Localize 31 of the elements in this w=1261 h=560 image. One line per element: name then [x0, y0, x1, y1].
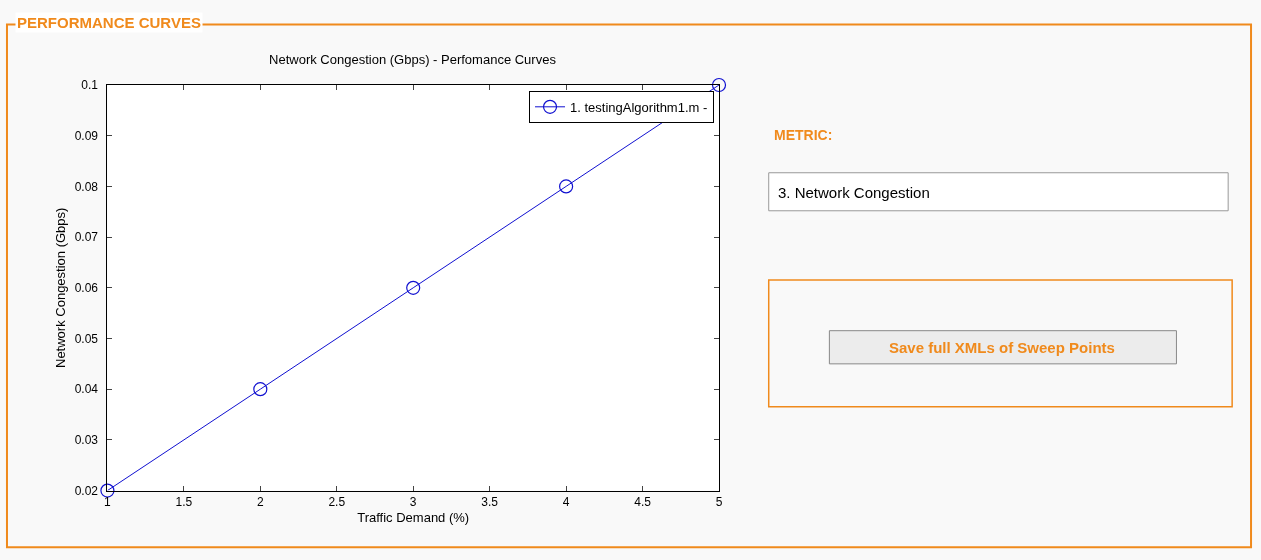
y-tick-label: 0.05	[74, 331, 99, 346]
x-tick-label: 1.5	[175, 495, 193, 509]
y-tick-label: 0.02	[74, 483, 99, 498]
x-tick-label: 3.5	[481, 495, 499, 509]
y-tick-label: 0.04	[74, 382, 99, 397]
x-tick-label: 4	[562, 495, 570, 509]
y-tick-label: 0.07	[74, 230, 99, 245]
x-tick-label: 1	[104, 495, 112, 509]
legend-label: 1. testingAlgorithm1.m -	[570, 99, 708, 115]
y-tick-label: 0.06	[74, 281, 99, 295]
x-axis-title: Traffic Demand (%)	[357, 509, 470, 525]
x-tick-label: 2	[256, 495, 264, 509]
x-tick-label: 5	[715, 495, 723, 509]
y-tick-label: 0.1	[81, 78, 99, 93]
text: METRIC:	[774, 127, 833, 143]
chart-title: Network Congestion (Gbps) - Perfomance Curves	[269, 51, 557, 67]
y-tick-label: 0.08	[74, 179, 99, 194]
x-tick-label: 2.5	[328, 495, 346, 509]
text: 3. Network Congestion	[778, 184, 930, 201]
y-axis-title: Network Congestion (Gbps)	[52, 207, 68, 368]
point	[100, 483, 115, 498]
text: Save full XMLs of Sweep Points	[889, 339, 1115, 356]
x-tick-label: 4.5	[634, 495, 652, 509]
x-tick-label: 3	[409, 495, 417, 509]
point	[253, 382, 268, 397]
y-tick-label: 0.03	[74, 433, 99, 448]
y-tick-label: 0.09	[74, 128, 99, 143]
point	[406, 280, 421, 295]
point	[711, 77, 727, 93]
text: PERFORMANCE CURVES	[17, 14, 201, 31]
point	[559, 179, 574, 194]
